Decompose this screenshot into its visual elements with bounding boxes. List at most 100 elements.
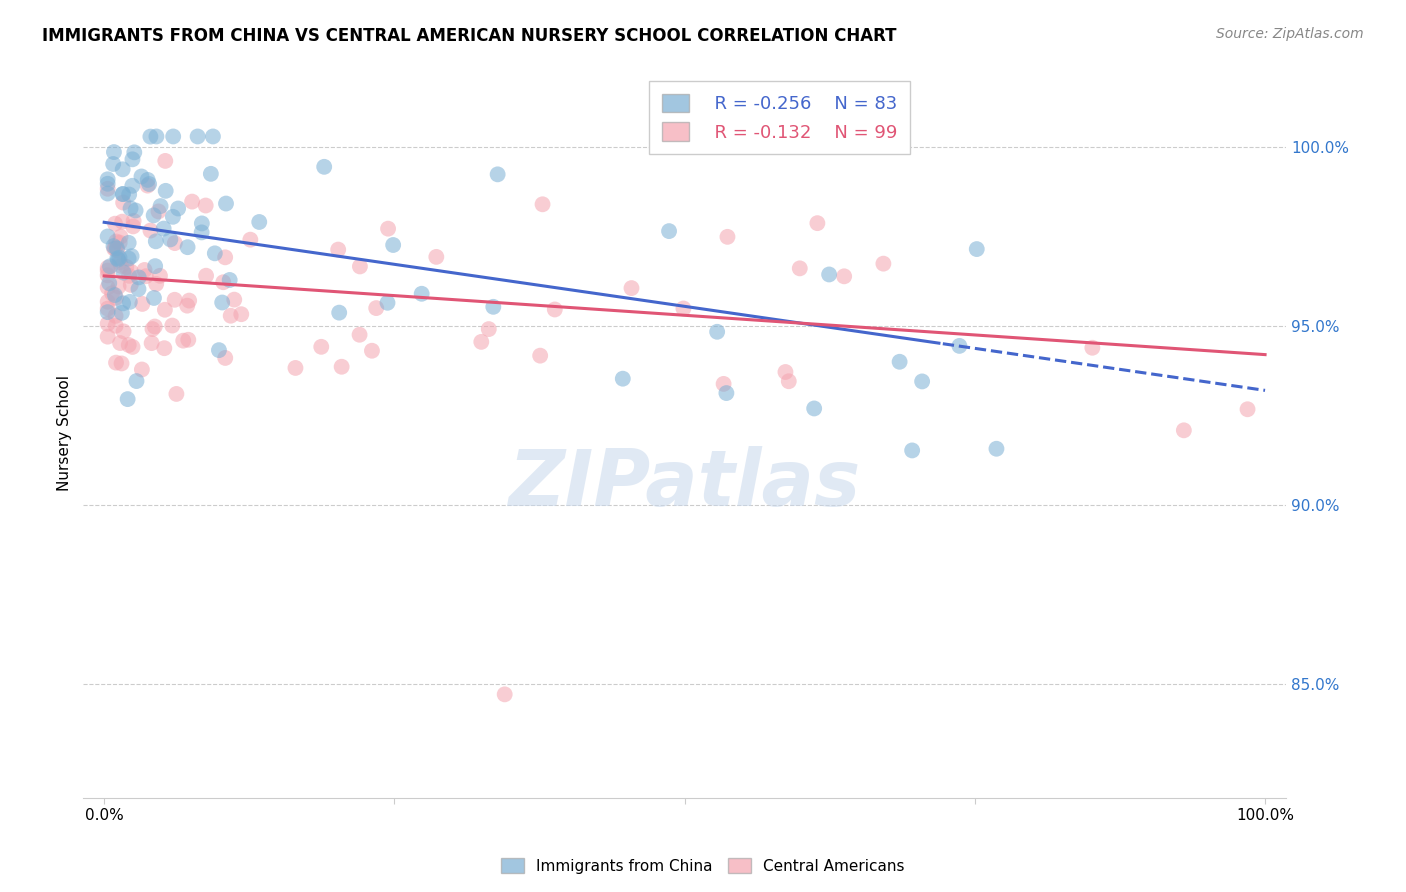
Point (529, 349, 551, 363)
Point (97, 263, 120, 277)
Point (97, 317, 120, 331)
Point (108, 336, 131, 351)
Point (111, 186, 134, 201)
Point (176, 240, 198, 254)
Point (98, 260, 121, 274)
Point (105, 235, 128, 249)
Point (111, 306, 134, 320)
Point (121, 249, 143, 263)
Point (131, 169, 153, 184)
Point (706, 325, 728, 339)
Point (328, 243, 350, 257)
Point (201, 129, 224, 144)
Point (314, 160, 336, 174)
Point (803, 401, 825, 416)
Point (143, 291, 166, 305)
Point (107, 279, 129, 293)
Point (142, 208, 165, 222)
Point (124, 203, 146, 218)
Point (128, 270, 150, 285)
Point (97, 268, 120, 283)
Point (177, 333, 200, 347)
Point (97, 182, 120, 196)
Point (111, 214, 134, 228)
Point (948, 339, 970, 353)
Point (112, 195, 135, 210)
Point (101, 157, 124, 171)
Point (153, 341, 176, 355)
Point (713, 376, 735, 391)
Point (986, 442, 1008, 456)
Point (125, 374, 148, 388)
Point (470, 334, 492, 349)
Point (110, 229, 132, 244)
Point (118, 268, 141, 283)
Point (149, 199, 172, 213)
Point (966, 242, 988, 256)
Point (135, 269, 157, 284)
Point (104, 318, 127, 333)
Point (128, 282, 150, 296)
Point (224, 293, 246, 307)
Point (361, 343, 384, 358)
Point (97, 280, 120, 294)
Point (162, 129, 184, 144)
Point (218, 273, 240, 287)
Point (672, 301, 695, 316)
Point (176, 299, 198, 313)
Point (181, 194, 204, 209)
Point (121, 340, 143, 354)
Point (97, 177, 120, 191)
Point (118, 294, 141, 309)
Point (122, 214, 145, 228)
Point (163, 293, 186, 307)
Point (104, 291, 127, 305)
Point (97, 305, 120, 319)
Point (159, 232, 181, 246)
Point (122, 219, 145, 234)
Point (194, 198, 217, 212)
Point (482, 300, 505, 314)
Point (349, 260, 371, 274)
Point (179, 293, 201, 308)
Point (98, 277, 121, 291)
Legend: Immigrants from China, Central Americans: Immigrants from China, Central Americans (495, 852, 911, 880)
Point (716, 386, 738, 401)
Point (118, 235, 141, 250)
Point (105, 356, 128, 370)
Point (120, 277, 142, 292)
Point (328, 305, 350, 319)
Point (152, 221, 174, 235)
Point (187, 129, 209, 144)
Point (162, 318, 184, 333)
Point (172, 334, 194, 348)
Point (231, 307, 253, 321)
Text: Source: ZipAtlas.com: Source: ZipAtlas.com (1216, 27, 1364, 41)
Point (108, 255, 131, 269)
Point (118, 187, 141, 202)
Legend:   R = -0.256    N = 83,   R = -0.132    N = 99: R = -0.256 N = 83, R = -0.132 N = 99 (650, 81, 910, 154)
Point (215, 196, 238, 211)
Point (661, 129, 683, 144)
Point (143, 259, 166, 273)
Point (214, 351, 236, 365)
Point (494, 687, 516, 701)
Point (195, 268, 218, 283)
Point (115, 260, 138, 274)
Point (136, 173, 159, 187)
Point (111, 187, 134, 202)
Point (97, 301, 120, 316)
Point (117, 392, 139, 406)
Point (163, 236, 186, 251)
Point (134, 263, 156, 277)
Point (911, 375, 934, 389)
Point (139, 129, 162, 144)
Point (204, 246, 226, 260)
Point (377, 221, 399, 235)
Point (111, 162, 134, 177)
Point (1173, 423, 1195, 437)
Point (121, 178, 143, 193)
Point (247, 215, 270, 229)
Point (330, 359, 353, 374)
Point (104, 241, 127, 255)
